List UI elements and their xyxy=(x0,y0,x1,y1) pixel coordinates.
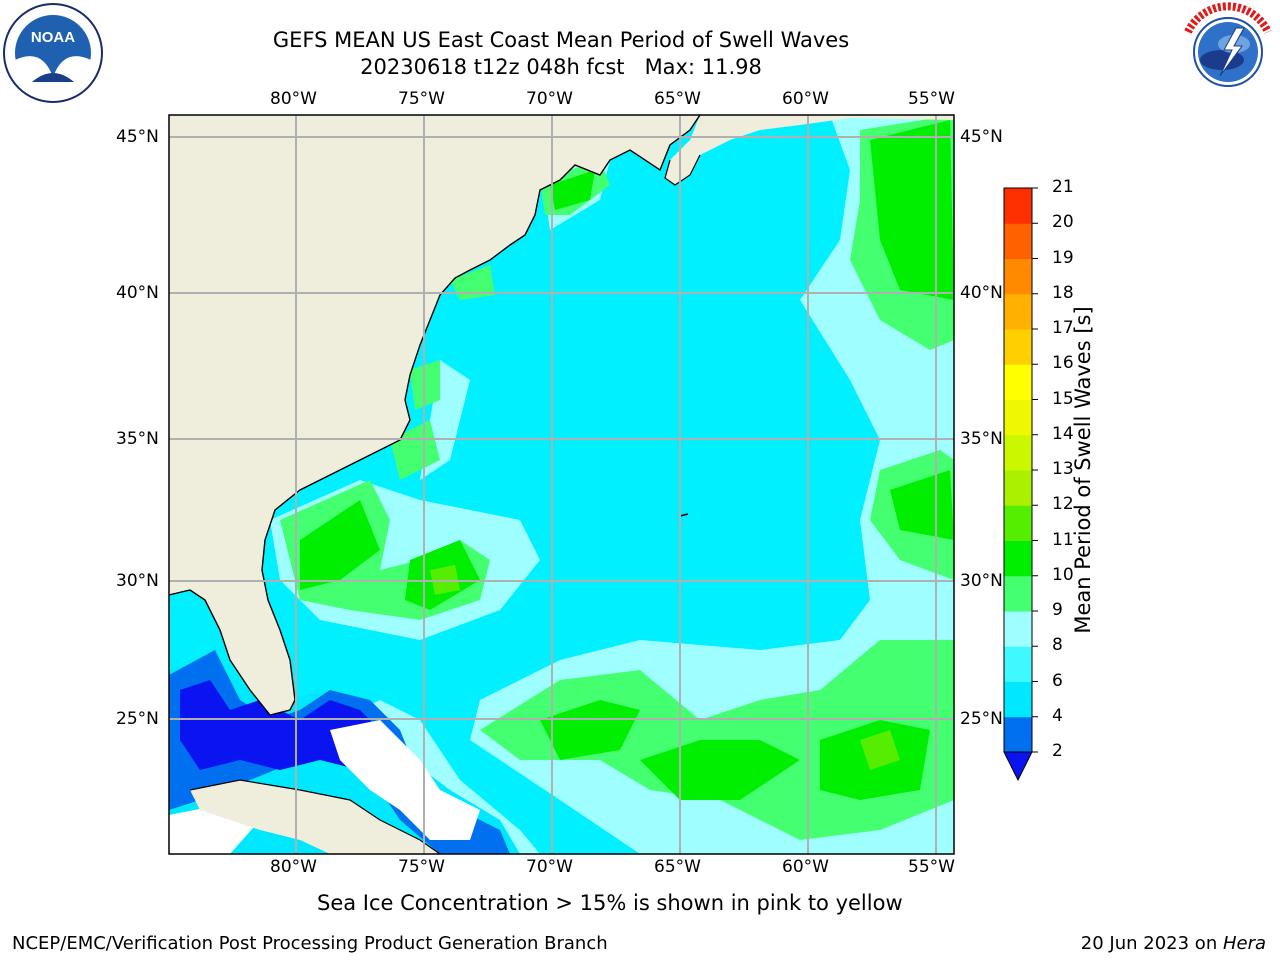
chart-title: GEFS MEAN US East Coast Mean Period of S… xyxy=(272,28,850,52)
colorbar-tick-label: 8 xyxy=(1052,635,1063,656)
colorbar-segment xyxy=(1004,364,1032,400)
colorbar-tick-label: 2 xyxy=(1052,741,1063,761)
noaa-logo: NOAA xyxy=(2,2,104,104)
lon-label-bottom-65w: 65°W xyxy=(654,857,701,877)
lat-label-left-35n: 35°N xyxy=(116,429,159,449)
lat-label-left-30n: 30°N xyxy=(116,571,159,591)
lon-label-top-70w: 70°W xyxy=(526,89,573,109)
colorbar-tick-label: 18 xyxy=(1052,282,1074,303)
colorbar-segment xyxy=(1004,434,1032,471)
colorbar-segment xyxy=(1004,505,1032,541)
colorbar-segment xyxy=(1004,188,1032,224)
colorbar-segment xyxy=(1004,470,1032,506)
colorbar-tick-label: 15 xyxy=(1052,388,1074,409)
chart-subtitle: 20230618 t12z 048h fcst Max: 11.98 xyxy=(360,55,762,79)
footer-host: Hera xyxy=(1222,933,1266,954)
colorbar-tick-label: 13 xyxy=(1052,459,1074,479)
lon-label-bottom-80w: 80°W xyxy=(270,857,317,877)
colorbar-segment xyxy=(1004,399,1032,436)
colorbar-tick-label: 6 xyxy=(1052,670,1063,691)
colorbar-segment xyxy=(1004,223,1032,259)
lon-label-bottom-70w: 70°W xyxy=(526,857,573,877)
colorbar-tick-label: 17 xyxy=(1052,318,1074,338)
colorbar-segment xyxy=(1004,681,1032,718)
colorbar-tick-label: 16 xyxy=(1052,353,1074,374)
colorbar-segment xyxy=(1004,575,1032,612)
lat-label-right-45n: 45°N xyxy=(960,127,1003,147)
lon-label-bottom-55w: 55°W xyxy=(908,857,955,877)
colorbar-extend-arrow xyxy=(1003,751,1033,782)
colorbar-tick-label: 20 xyxy=(1052,212,1074,233)
colorbar-segment xyxy=(1004,258,1032,295)
colorbar-segment xyxy=(1004,293,1032,330)
footer-date: 20 Jun 2023 on Hera xyxy=(1081,933,1266,954)
lon-label-bottom-60w: 60°W xyxy=(782,857,829,877)
lon-label-bottom-75w: 75°W xyxy=(398,857,445,877)
colorbar-segment xyxy=(1004,716,1032,753)
colorbar-tick-label: 11 xyxy=(1052,529,1074,550)
colorbar-tick-label: 12 xyxy=(1052,494,1074,515)
colorbar-tick-label: 21 xyxy=(1052,177,1074,197)
lat-label-right-25n: 25°N xyxy=(960,709,1003,729)
lat-label-left-40n: 40°N xyxy=(116,283,159,303)
colorbar-tick-label: 9 xyxy=(1052,600,1063,620)
colorbar-segment xyxy=(1004,646,1032,682)
colorbar-tick-label: 19 xyxy=(1052,247,1074,268)
lat-label-left-45n: 45°N xyxy=(116,127,159,147)
colorbar-tick-label: 10 xyxy=(1052,564,1074,585)
lon-label-top-80w: 80°W xyxy=(270,89,317,109)
lat-label-left-25n: 25°N xyxy=(116,709,159,729)
lat-label-right-30n: 30°N xyxy=(960,571,1003,591)
lat-label-right-40n: 40°N xyxy=(960,283,1003,303)
nws-logo xyxy=(1176,2,1280,106)
lon-label-top-55w: 55°W xyxy=(908,89,955,109)
footer-date-text: 20 Jun 2023 on xyxy=(1080,933,1223,954)
colorbar-tick-label: 4 xyxy=(1052,705,1063,726)
colorbar-segment xyxy=(1004,611,1032,647)
lat-label-right-35n: 35°N xyxy=(960,429,1003,449)
footer-credit: NCEP/EMC/Verification Post Processing Pr… xyxy=(12,933,608,954)
colorbar-segment xyxy=(1004,540,1032,577)
colorbar-scale xyxy=(1003,187,1038,782)
colorbar-title: Mean Period of Swell Waves [s] xyxy=(1071,306,1095,634)
colorbar xyxy=(1000,186,1040,786)
colorbar-tick-label: 14 xyxy=(1052,423,1074,444)
lon-label-top-65w: 65°W xyxy=(654,89,701,109)
lon-label-top-75w: 75°W xyxy=(398,89,445,109)
noaa-logo-text: NOAA xyxy=(31,29,75,46)
sea-ice-note: Sea Ice Concentration > 15% is shown in … xyxy=(317,891,903,915)
lon-label-top-60w: 60°W xyxy=(782,89,829,109)
colorbar-segment xyxy=(1004,329,1032,365)
